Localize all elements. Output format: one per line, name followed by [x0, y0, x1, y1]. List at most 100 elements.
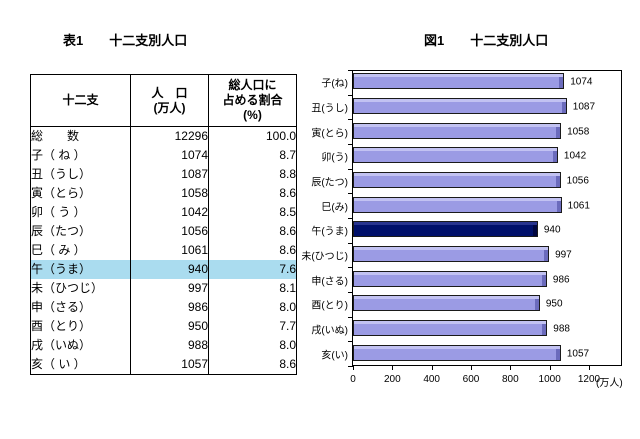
cell-population: 997: [130, 279, 209, 298]
category-label: 巳(み): [321, 202, 348, 214]
cell-population: 986: [130, 298, 209, 317]
y-axis-tick: [348, 267, 353, 269]
col-header-share-line2: 占める割合: [222, 93, 283, 107]
zodiac-population-chart: (万人) 子(ね) 1074 丑(うし) 1087 寅(とら) 1058 卯(う) 1042 辰…: [300, 60, 640, 400]
cell-population: 12296: [130, 126, 209, 146]
chart-bar-row: 寅(とら) 1058: [300, 119, 640, 144]
table-row: 申（さる） 986 8.0: [31, 298, 297, 317]
cell-share: 8.0: [279, 338, 296, 352]
cell-share: 7.7: [279, 319, 296, 333]
bar-value-label: 940: [543, 224, 561, 236]
category-label: 戌(いぬ): [311, 325, 348, 337]
cell-zodiac: 未（ひつじ）: [31, 281, 104, 295]
chart-plot-frame: [352, 70, 622, 366]
col-header-share-line1: 総人口に: [228, 78, 277, 92]
x-axis-tick-label: 600: [462, 374, 480, 385]
table-row: 亥（ い ） 1057 8.6: [31, 355, 297, 375]
cell-share: 8.6: [279, 186, 296, 200]
x-axis-tick: [392, 366, 394, 370]
x-axis-tick-label: 400: [423, 374, 440, 385]
x-axis-tick: [471, 366, 472, 370]
col-header-zodiac: 十二支: [30, 74, 131, 127]
cell-share: 8.6: [279, 243, 296, 257]
cell-share: 8.0: [279, 300, 296, 314]
chart-bar-row: 巳(み) 1061: [300, 193, 640, 218]
y-axis-tick: [348, 242, 353, 244]
zodiac-population-table: 十二支 人 口 (万人) 総人口に 占める割合 (%) 総 数 12296 100.…: [30, 74, 297, 375]
cell-zodiac: 丑（うし）: [31, 167, 92, 181]
bar-value-label: 1061: [567, 200, 590, 212]
cell-zodiac: 寅（とら）: [31, 186, 92, 200]
x-axis-tick-label: 1200: [577, 374, 601, 385]
cell-zodiac: 午（うま）: [30, 260, 131, 279]
chart-bar: [353, 97, 567, 114]
bar-value-label: 950: [545, 298, 563, 310]
chart-bar: [353, 196, 562, 213]
bar-value-label: 988: [553, 323, 570, 335]
x-axis-tick-label: 200: [383, 374, 401, 385]
cell-share: 8.6: [279, 357, 296, 371]
table-row: 総 数 12296 100.0: [31, 126, 297, 146]
y-axis-tick: [348, 292, 353, 293]
y-axis-tick: [348, 144, 353, 145]
cell-share: 8.1: [279, 281, 296, 295]
chart-bar: [353, 295, 540, 312]
y-axis-tick: [348, 119, 353, 121]
table-row: 子（ ね ） 1074 8.7: [31, 146, 297, 165]
chart-bar-row: 卯(う) 1042: [300, 144, 640, 169]
category-label: 辰(たつ): [311, 177, 348, 189]
chart-bar: [353, 171, 561, 188]
category-label: 丑(うし): [311, 103, 348, 115]
cell-population: 988: [130, 336, 209, 355]
chart-bar: [353, 344, 561, 361]
x-axis-unit-label: (万人): [596, 378, 623, 389]
y-axis-tick: [348, 218, 353, 219]
table-header-row: 十二支 人 口 (万人) 総人口に 占める割合 (%): [30, 74, 297, 127]
cell-population: 940: [130, 260, 209, 279]
chart-bar-row: 子(ね) 1074: [300, 70, 640, 95]
bar-value-label: 986: [552, 274, 570, 286]
cell-population: 1087: [130, 165, 209, 184]
chart-bar: [353, 319, 548, 336]
cell-zodiac: 子（ ね ）: [31, 148, 86, 162]
category-label: 亥(い): [321, 350, 348, 362]
cell-zodiac: 卯（ う ）: [31, 205, 86, 219]
cell-population: 1074: [130, 146, 209, 165]
cell-zodiac: 巳（ み ）: [31, 243, 86, 257]
table-row: 丑（うし） 1087 8.8: [31, 165, 297, 184]
chart-bar: [353, 147, 558, 164]
col-header-population-line2: (万人): [153, 100, 186, 115]
chart-bar: [353, 122, 562, 139]
y-axis-tick: [348, 168, 353, 170]
x-axis-tick: [431, 366, 433, 370]
cell-zodiac: 辰（たつ）: [31, 224, 92, 238]
y-axis-tick: [348, 70, 353, 71]
x-axis-tick: [353, 366, 354, 370]
y-axis-tick: [348, 341, 353, 343]
chart-bar-row: 午(うま) 940: [300, 218, 640, 243]
cell-zodiac: 酉（とり）: [31, 319, 92, 333]
table-row: 辰（たつ） 1056 8.6: [31, 222, 297, 241]
cell-zodiac: 戌（いぬ）: [31, 338, 92, 352]
chart-bar-row: 丑(うし) 1087: [300, 95, 640, 120]
chart-bar-row: 辰(たつ) 1056: [300, 169, 640, 194]
x-axis-tick: [510, 366, 512, 370]
bar-value-label: 1087: [572, 101, 596, 113]
col-header-population: 人 口 (万人): [130, 74, 209, 127]
cell-population: 1056: [130, 222, 209, 241]
chart-bar-row: 申(さる) 986: [300, 267, 640, 292]
chart-title: 図1 十二支別人口: [424, 33, 549, 48]
table-row: 戌（いぬ） 988 8.0: [31, 336, 297, 355]
y-axis-tick: [348, 94, 353, 96]
cell-population: 1042: [130, 203, 209, 222]
y-axis-tick: [348, 193, 353, 195]
table-row: 酉（とり） 950 7.7: [31, 317, 297, 336]
y-axis-tick: [348, 366, 353, 367]
chart-bar-row: 戌(いぬ) 988: [300, 317, 640, 342]
category-label: 寅(とら): [311, 128, 348, 140]
table-title: 表1 十二支別人口: [63, 33, 188, 48]
category-label: 酉(とり): [311, 300, 348, 312]
cell-population: 1058: [130, 184, 209, 203]
cell-zodiac: 総 数: [31, 129, 80, 143]
